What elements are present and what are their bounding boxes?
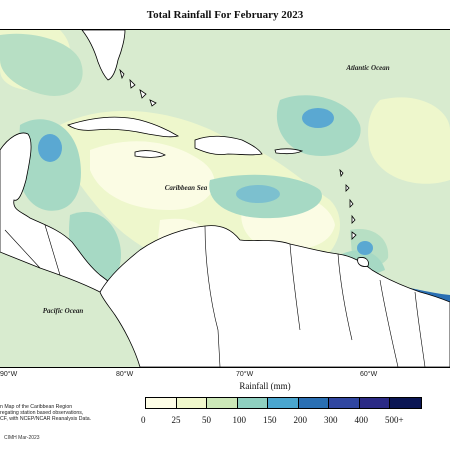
country-borders <box>4 224 426 367</box>
map-note: n Map of the Caribbean Region regating s… <box>0 404 120 423</box>
atlantic-ocean-label: Atlantic Ocean <box>345 64 389 72</box>
bahamas-island <box>139 89 147 99</box>
legend-tick-label: 0 <box>141 415 146 425</box>
longitude-label-60w: 60°W <box>360 371 378 378</box>
map-note-line: CF, with NCEP/NCAR Reanalysis Data. <box>0 416 92 423</box>
bahamas-island <box>149 99 157 107</box>
legend-swatch <box>237 398 268 408</box>
rainfall-map-svg: Atlantic Ocean Caribbean Sea Pacific Oce… <box>0 30 450 367</box>
longitude-label-70w: 70°W <box>236 371 254 378</box>
legend-title: Rainfall (mm) <box>239 381 291 391</box>
legend-swatch <box>298 398 329 408</box>
bahamas-island <box>129 78 136 89</box>
longitude-label-90w: 90°W <box>0 371 18 378</box>
longitude-label-80w: 80°W <box>116 371 134 378</box>
antilles-island <box>351 214 356 224</box>
rainfall-map: Atlantic Ocean Caribbean Sea Pacific Oce… <box>0 29 450 368</box>
legend-swatch <box>207 398 238 408</box>
puerto-rico-landmass <box>274 148 304 154</box>
legend-tick-label: 500+ <box>385 415 404 425</box>
legend-swatch <box>146 398 177 408</box>
legend-swatch <box>268 398 299 408</box>
antilles-island <box>351 231 357 240</box>
florida-landmass <box>81 30 126 81</box>
copyright-text: CIMH Mar-2023 <box>4 435 40 441</box>
legend-tick-label: 100 <box>232 415 247 425</box>
legend-tick-label: 50 <box>202 415 211 425</box>
landmass <box>0 30 450 367</box>
cuba-landmass <box>67 116 180 138</box>
map-title: Total Rainfall For February 2023 <box>146 9 304 21</box>
legend-ticks: 0 25 50 100 150 200 300 400 500+ <box>138 415 418 427</box>
trinidad-landmass <box>357 257 369 267</box>
legend-color-bar <box>145 397 422 409</box>
legend-tick-label: 400 <box>354 415 369 425</box>
antilles-island <box>349 198 354 208</box>
legend-tick-label: 200 <box>293 415 308 425</box>
legend-tick-label: 300 <box>324 415 338 425</box>
legend-swatch <box>359 398 390 408</box>
legend-tick-label: 150 <box>263 415 277 425</box>
legend-swatch <box>390 398 421 408</box>
caribbean-sea-label: Caribbean Sea <box>165 184 208 192</box>
map-note-line: regating station based observations, <box>0 410 84 417</box>
legend-swatch <box>176 398 207 408</box>
antilles-island <box>339 168 344 178</box>
map-note-line: n Map of the Caribbean Region <box>0 404 73 410</box>
legend-tick-label: 25 <box>171 415 181 425</box>
jamaica-landmass <box>134 150 166 158</box>
bahamas-island <box>119 68 125 80</box>
hispaniola-landmass <box>194 135 263 156</box>
rainfall-high-zones <box>38 108 373 255</box>
pacific-ocean-label: Pacific Ocean <box>43 307 84 315</box>
antilles-island <box>345 184 350 192</box>
legend-swatch <box>329 398 360 408</box>
